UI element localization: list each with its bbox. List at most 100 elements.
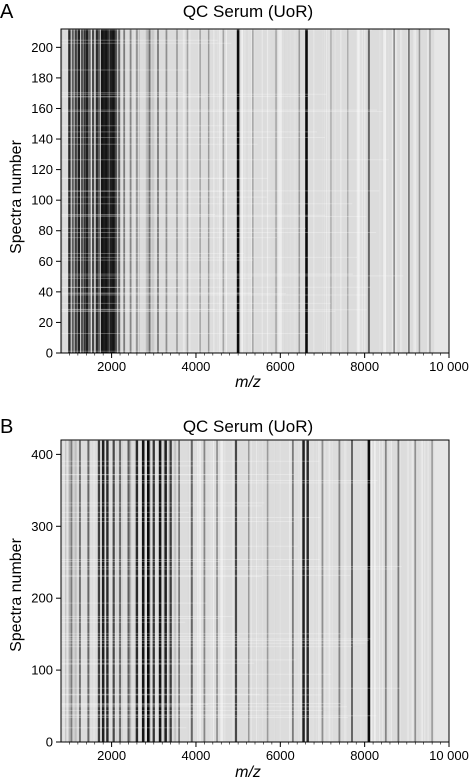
heatmap-texture-stripe bbox=[258, 440, 259, 742]
spectrum-row-line bbox=[61, 190, 235, 192]
heatmap-texture-stripe bbox=[409, 29, 411, 353]
panel-a-axes: 2000 4000 6000 8000 10 000 0 20 40 60 80 100 120 140… bbox=[31, 28, 469, 374]
heatmap-texture-stripe bbox=[327, 440, 329, 742]
spectrum-row-line bbox=[61, 561, 220, 562]
heatmap-edge-region bbox=[434, 440, 449, 742]
panel-a-title: QC Serum (UoR) bbox=[183, 2, 313, 21]
spectrum-row-line bbox=[61, 69, 190, 71]
spectrum-row-line bbox=[61, 636, 239, 637]
heatmap-texture-stripe bbox=[137, 29, 139, 353]
heatmap-texture-stripe bbox=[291, 440, 292, 742]
heatmap-texture-stripe bbox=[395, 29, 397, 353]
heatmap-texture-stripe bbox=[424, 440, 426, 742]
heatmap-texture-stripe bbox=[140, 440, 142, 742]
heatmap-texture-stripe bbox=[328, 29, 330, 353]
intensity-band bbox=[152, 440, 155, 742]
y-tick-label: 60 bbox=[39, 254, 53, 269]
intensity-band bbox=[92, 29, 95, 353]
heatmap-texture-stripe bbox=[289, 440, 291, 742]
heatmap-texture-stripe bbox=[273, 29, 276, 353]
spectrum-row-line bbox=[61, 710, 323, 711]
spectrum-row-line bbox=[61, 559, 320, 560]
heatmap-texture-stripe bbox=[224, 440, 226, 742]
spectrum-row-line bbox=[61, 159, 389, 161]
heatmap-texture-stripe bbox=[290, 29, 292, 353]
intensity-band bbox=[305, 29, 308, 353]
spectrum-row-line bbox=[61, 474, 295, 475]
spectrum-row-line bbox=[61, 621, 186, 623]
intensity-band bbox=[397, 440, 400, 742]
heatmap-texture-stripe bbox=[213, 29, 215, 353]
y-tick-label: 0 bbox=[46, 346, 53, 361]
spectrum-row-line bbox=[61, 333, 310, 334]
intensity-band bbox=[169, 440, 172, 742]
spectrum-row-line bbox=[61, 717, 348, 718]
spectrum-row-line bbox=[61, 662, 255, 664]
heatmap-texture-stripe bbox=[413, 29, 415, 353]
spectrum-row-line bbox=[61, 694, 322, 696]
heatmap-texture-stripe bbox=[64, 29, 66, 353]
intensity-band bbox=[103, 29, 106, 353]
heatmap-texture-stripe bbox=[387, 29, 389, 353]
heatmap-texture-stripe bbox=[194, 440, 196, 742]
panel-b-y-axis-label: Spectra number bbox=[8, 537, 25, 652]
x-tick-label: 6000 bbox=[266, 359, 295, 374]
heatmap-texture-stripe bbox=[225, 29, 227, 353]
spectrum-row-line bbox=[61, 517, 321, 518]
panel-b-axes: 2000 4000 6000 8000 10 000 0 100 200 300 400 bbox=[31, 439, 469, 763]
heatmap-texture-stripe bbox=[174, 440, 176, 742]
heatmap-texture-stripe bbox=[348, 440, 350, 742]
heatmap-texture-stripe bbox=[138, 440, 141, 742]
heatmap-texture-stripe bbox=[375, 440, 377, 742]
intensity-band bbox=[70, 440, 73, 742]
heatmap-texture-stripe bbox=[147, 29, 149, 353]
heatmap-texture-stripe bbox=[420, 440, 423, 742]
heatmap-texture-stripe bbox=[356, 29, 358, 353]
intensity-band bbox=[275, 29, 277, 353]
panel-b-bands bbox=[61, 440, 433, 742]
heatmap-texture-stripe bbox=[380, 29, 382, 353]
panel-b-title: QC Serum (UoR) bbox=[183, 417, 313, 436]
spectrum-row-line bbox=[61, 302, 331, 304]
intensity-band bbox=[147, 440, 150, 742]
intensity-band bbox=[186, 29, 189, 353]
heatmap-texture-stripe bbox=[269, 29, 271, 353]
intensity-band bbox=[97, 29, 100, 353]
intensity-band bbox=[112, 440, 115, 742]
spectrum-row-line bbox=[61, 310, 188, 312]
intensity-band bbox=[216, 440, 218, 742]
spectrum-row-line bbox=[61, 474, 218, 476]
heatmap-texture-stripe bbox=[401, 29, 404, 353]
heatmap-texture-stripe bbox=[241, 29, 243, 353]
intensity-band bbox=[165, 29, 168, 353]
spectrum-row-line bbox=[61, 568, 396, 570]
intensity-band bbox=[101, 440, 105, 742]
intensity-band bbox=[81, 29, 84, 353]
intensity-band bbox=[321, 440, 324, 742]
spectrum-row-line bbox=[61, 293, 287, 295]
heatmap-texture-stripe bbox=[118, 440, 119, 742]
heatmap-texture-stripe bbox=[216, 29, 219, 353]
x-tick-label: 4000 bbox=[181, 359, 210, 374]
intensity-band bbox=[367, 29, 370, 353]
heatmap-texture-stripe bbox=[267, 29, 269, 353]
intensity-band bbox=[106, 440, 109, 742]
y-tick-label: 200 bbox=[31, 591, 53, 606]
x-tick-label: 8000 bbox=[350, 359, 379, 374]
intensity-band bbox=[127, 440, 130, 742]
heatmap-texture-stripe bbox=[384, 29, 386, 353]
heatmap-texture-stripe bbox=[134, 440, 136, 742]
heatmap-texture-stripe bbox=[233, 29, 235, 353]
intensity-band bbox=[351, 440, 353, 742]
heatmap-texture-stripe bbox=[371, 440, 373, 742]
spectrum-row-line bbox=[61, 253, 244, 254]
heatmap-texture-stripe bbox=[294, 29, 296, 353]
heatmap-texture-stripe bbox=[218, 29, 221, 353]
heatmap-texture-stripe bbox=[419, 440, 422, 742]
heatmap-texture-stripe bbox=[410, 29, 411, 353]
heatmap-texture-stripe bbox=[334, 29, 336, 353]
intensity-band bbox=[97, 440, 101, 742]
y-tick-label: 120 bbox=[31, 162, 53, 177]
spectrum-row-line bbox=[61, 714, 235, 716]
y-tick-label: 200 bbox=[31, 40, 53, 55]
